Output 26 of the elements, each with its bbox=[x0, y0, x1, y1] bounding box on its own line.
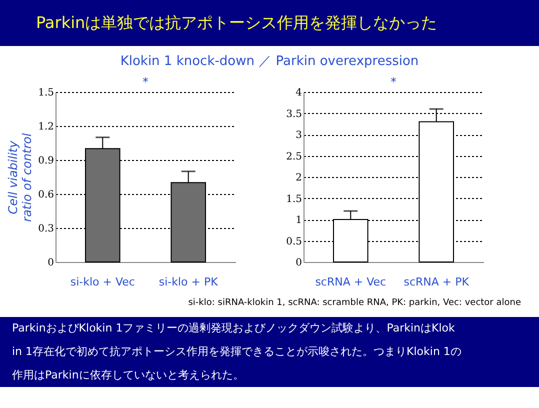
text: si-klo: siRNA-klokin 1, scRNA: scramble RNA, PK: parkin, Vec: vector alone bbox=[188, 298, 522, 308]
y-tick-label: 3 bbox=[296, 130, 302, 141]
x-tick-label: scRNA + Vec bbox=[315, 276, 386, 288]
y-tick-label: 1 bbox=[296, 215, 302, 226]
chart-title: Parkinは単独では抗アポトーシス作用を発揮しなかった bbox=[36, 13, 438, 32]
y-tick-label: 1.5 bbox=[38, 88, 54, 98]
y-tick-label: 0.9 bbox=[38, 156, 54, 166]
y-tick-label: 0 bbox=[296, 258, 302, 268]
y-tick-label: 4 bbox=[296, 88, 302, 98]
text: * bbox=[390, 75, 396, 89]
y-tick-label: 1.2 bbox=[38, 122, 54, 132]
y-tick-label: 2 bbox=[296, 172, 302, 184]
x-tick-label: scRNA + PK bbox=[404, 276, 470, 288]
y-tick-label: 0.5 bbox=[286, 236, 302, 248]
y-tick-label: 1.5 bbox=[286, 194, 302, 205]
text: ParkinおよびKlokin 1ファミリーの過剰発現およびノックダウン試験より、ParkinはKlokin 1存在化で初めて抗アポトーシス作用を発揮できることが示唆された。つまりKlokin 1の作用はParkinに依存していないと考えられた。 bbox=[11, 322, 462, 382]
y-tick-label: 0.6 bbox=[38, 190, 54, 200]
x-tick-label: si-klo + PK bbox=[158, 276, 219, 288]
y-tick-label: 0 bbox=[48, 258, 54, 268]
y-tick-label: 2.5 bbox=[286, 151, 302, 162]
text: * bbox=[142, 75, 148, 89]
y-tick-label: 0.3 bbox=[38, 224, 54, 234]
y-axis-title: Cell viability ratio of control bbox=[6, 132, 34, 222]
x-tick-label: si-klo + Vec bbox=[70, 276, 135, 288]
text: Klokin 1 knock-down ／ Parkin overexpression bbox=[120, 54, 419, 69]
y-tick-label: 3.5 bbox=[286, 108, 302, 120]
